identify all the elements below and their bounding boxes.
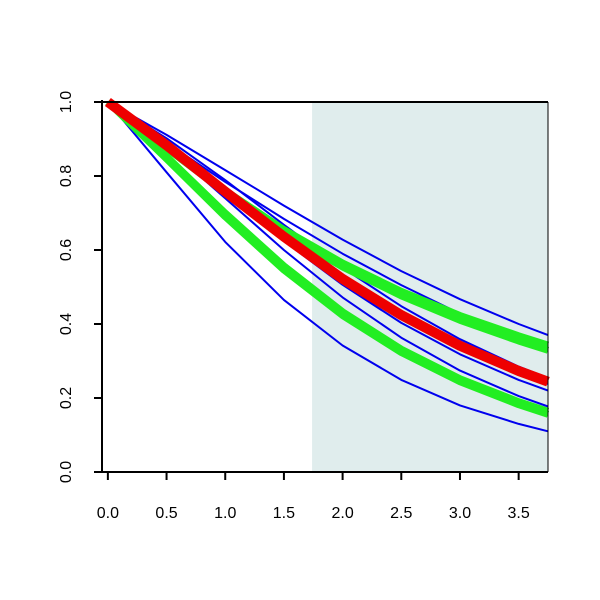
x-tick-label: 3.0 [449, 505, 471, 522]
y-tick-label: 0.0 [58, 461, 75, 483]
x-ticks: 0.0 0.5 1.0 1.5 2.0 2.5 3.0 3.5 [97, 472, 530, 522]
y-ticks: 0.0 0.2 0.4 0.6 0.8 1.0 [58, 91, 102, 483]
x-tick-label: 0.0 [97, 505, 119, 522]
x-tick-label: 1.0 [214, 505, 236, 522]
y-tick-label: 0.8 [58, 165, 75, 187]
series-layer [104, 97, 550, 433]
x-tick-label: 1.5 [273, 505, 295, 522]
series-line-blue-1 [107, 101, 549, 337]
series-line-green-11 [105, 99, 550, 418]
x-tick-label: 3.5 [508, 505, 530, 522]
x-tick-label: 0.5 [155, 505, 177, 522]
series-line-red-12 [104, 97, 550, 387]
y-tick-label: 0.2 [58, 387, 75, 409]
y-tick-label: 1.0 [58, 91, 75, 113]
y-tick-label: 0.6 [58, 239, 75, 261]
x-tick-label: 2.0 [331, 505, 353, 522]
x-tick-label: 2.5 [390, 505, 412, 522]
series-line-blue-6 [107, 101, 549, 433]
y-tick-label: 0.4 [58, 313, 75, 335]
